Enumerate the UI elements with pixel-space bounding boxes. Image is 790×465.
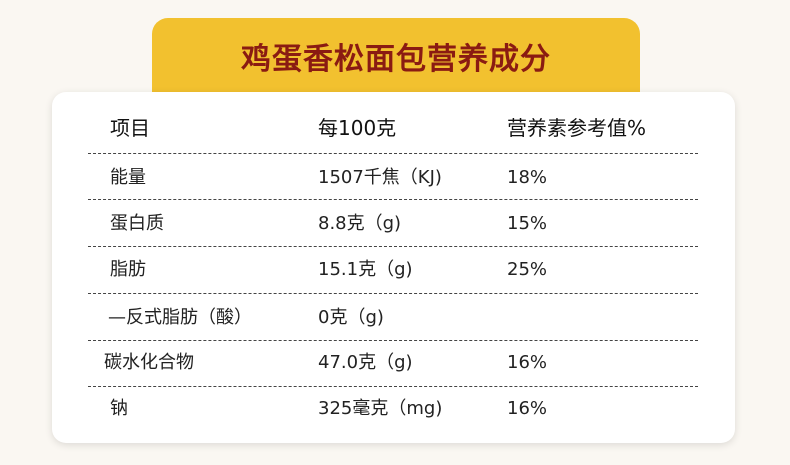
table-cell: 16%	[507, 398, 548, 419]
table-cell: 325毫克（mg)	[318, 398, 443, 419]
row-divider	[88, 199, 698, 200]
table-cell: 钠	[110, 398, 128, 419]
row-divider	[88, 340, 698, 341]
table-cell: 18%	[507, 167, 548, 188]
column-header: 项目	[110, 116, 150, 140]
column-header: 营养素参考值%	[507, 116, 647, 140]
row-divider	[88, 153, 698, 154]
row-divider	[88, 246, 698, 247]
table-cell: —反式脂肪（酸）	[108, 307, 252, 328]
row-divider	[88, 293, 698, 294]
table-cell: 碳水化合物	[104, 352, 194, 373]
table-card	[52, 92, 735, 443]
table-cell: 能量	[110, 167, 146, 188]
table-cell: 蛋白质	[110, 213, 164, 234]
table-cell: 1507千焦（KJ)	[318, 167, 442, 188]
table-cell: 脂肪	[110, 259, 146, 280]
table-cell: 8.8克（g)	[318, 213, 402, 234]
table-cell: 0克（g)	[318, 307, 384, 328]
column-header: 每100克	[318, 116, 397, 140]
table-cell: 25%	[507, 259, 548, 280]
table-cell: 15.1克（g)	[318, 259, 413, 280]
table-cell: 16%	[507, 352, 548, 373]
table-cell: 15%	[507, 213, 548, 234]
title: 鸡蛋香松面包营养成分	[241, 42, 551, 77]
table-cell: 47.0克（g)	[318, 352, 413, 373]
row-divider	[88, 386, 698, 387]
